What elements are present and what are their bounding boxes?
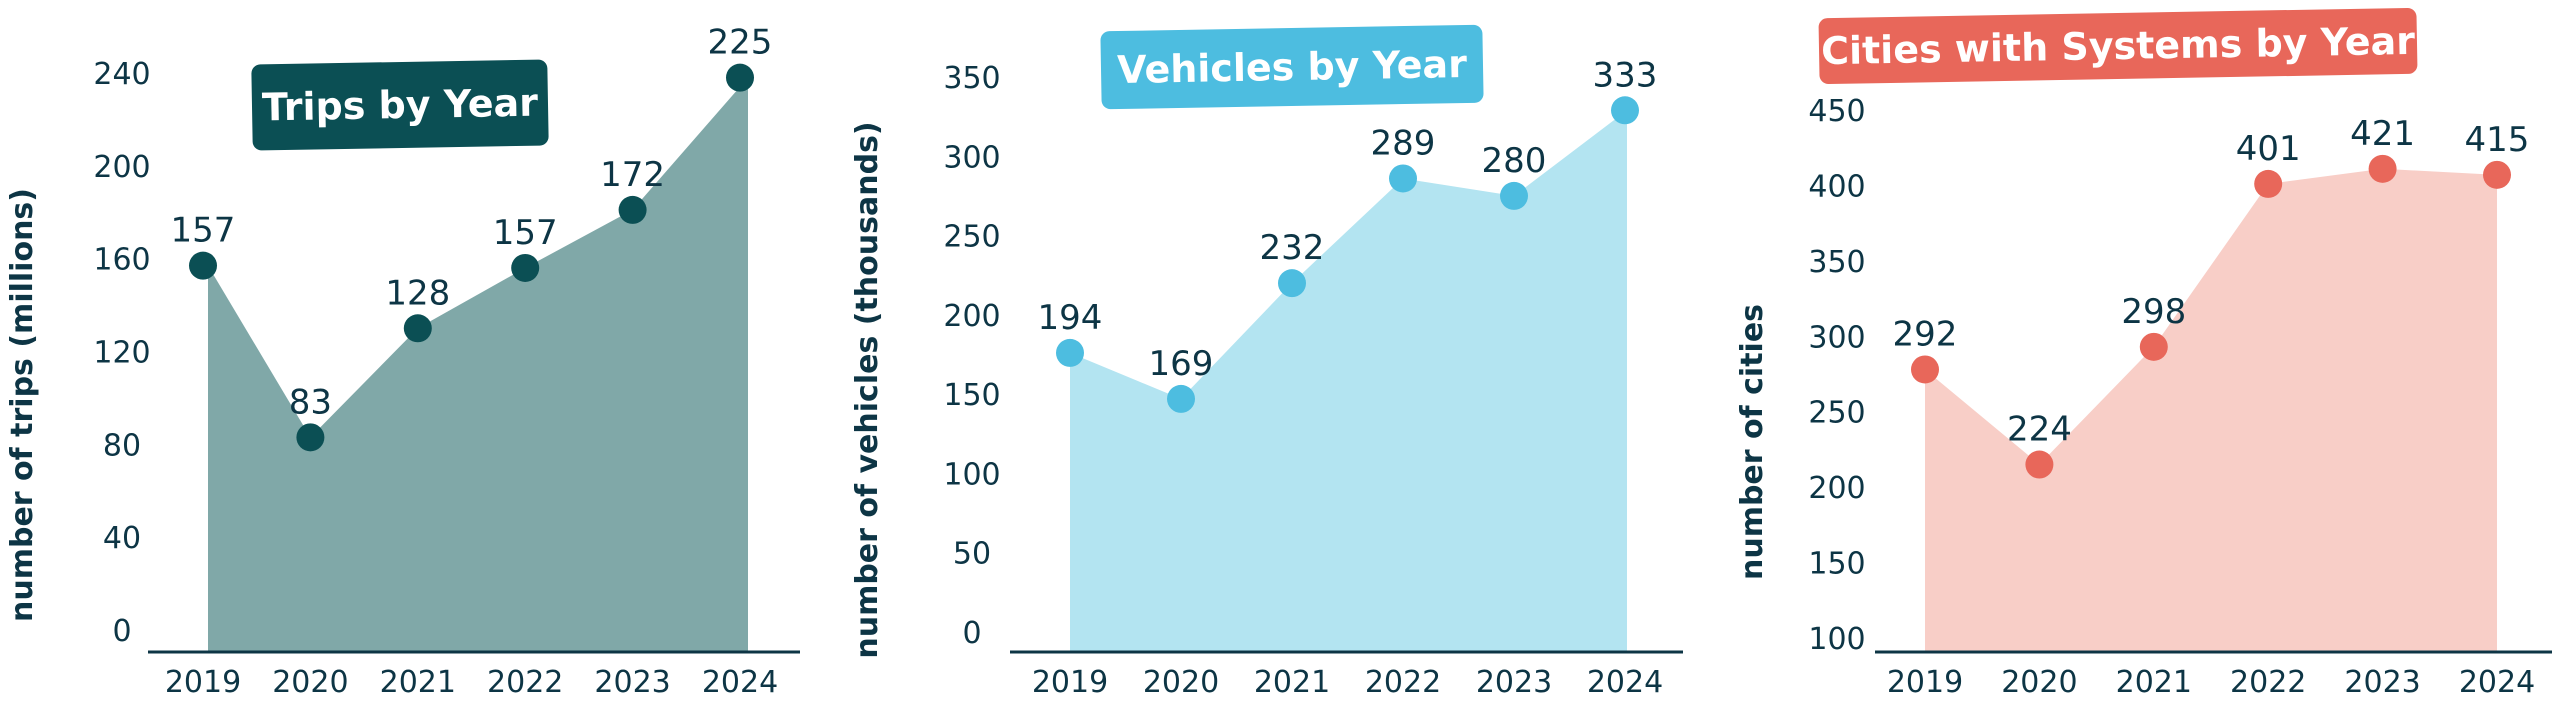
trips-y-tick-label: 120 xyxy=(93,336,150,371)
trips-data-point xyxy=(726,63,754,92)
cities-title-badge: Cities with Systems by Year xyxy=(1818,7,2418,85)
trips-chart-title: Trips by Year xyxy=(262,81,539,130)
cities-title-background xyxy=(1818,7,2418,85)
vehicles-area-chart: 0 50 100 150 200 250 300 350 2019 2020 2021 2022 202… xyxy=(850,24,1683,700)
trips-chart-panel: 0 40 80 120 160 200 240 2019 2020 2021 2022 2023 202… xyxy=(0,0,840,702)
cities-x-tick-label: 2020 xyxy=(2001,665,2077,700)
vehicles-y-tick-label: 350 xyxy=(943,61,1000,96)
vehicles-data-label: 232 xyxy=(1260,228,1325,268)
trips-y-axis-label: number of trips (millions) xyxy=(5,188,40,622)
cities-data-point xyxy=(2139,332,2168,361)
trips-data-label: 172 xyxy=(600,155,665,195)
vehicles-data-label: 333 xyxy=(1593,55,1658,95)
vehicles-data-point xyxy=(1056,338,1084,367)
trips-x-tick-label: 2023 xyxy=(594,665,670,700)
trips-y-tick-label: 0 xyxy=(112,614,131,649)
cities-y-tick-label: 300 xyxy=(1808,320,1865,355)
cities-data-point xyxy=(2025,450,2054,479)
trips-x-tick-label: 2020 xyxy=(272,665,348,700)
vehicles-y-tick-label: 0 xyxy=(962,616,981,651)
cities-y-axis-label: number of cities xyxy=(1735,304,1770,580)
trips-data-label: 83 xyxy=(289,382,332,422)
cities-y-tick-label: 200 xyxy=(1808,471,1865,506)
vehicles-data-point xyxy=(1611,96,1639,125)
vehicles-title-badge: Vehicles by Year xyxy=(1100,24,1484,110)
vehicles-title-background xyxy=(1100,24,1484,110)
vehicles-y-tick-label: 300 xyxy=(943,140,1000,175)
trips-data-label: 128 xyxy=(385,273,450,313)
trips-y-tick-label: 200 xyxy=(93,150,150,185)
vehicles-y-tick-label: 150 xyxy=(943,378,1000,413)
trips-data-label: 157 xyxy=(493,213,558,253)
cities-data-point xyxy=(2254,169,2283,198)
cities-y-tick-label: 150 xyxy=(1808,547,1865,582)
cities-y-tick-label: 250 xyxy=(1808,396,1865,431)
vehicles-chart-title: Vehicles by Year xyxy=(1117,42,1468,92)
cities-y-tick-label: 100 xyxy=(1808,622,1865,657)
cities-data-label: 298 xyxy=(2121,292,2186,332)
cities-data-label: 292 xyxy=(1893,314,1958,354)
vehicles-y-tick-label: 100 xyxy=(943,457,1000,492)
trips-x-tick-label: 2021 xyxy=(380,665,456,700)
trips-y-tick-label: 240 xyxy=(93,57,150,92)
trips-title-badge: Trips by Year xyxy=(251,59,549,151)
cities-x-tick-label: 2024 xyxy=(2459,665,2535,700)
vehicles-x-tick-label: 2020 xyxy=(1143,665,1219,700)
cities-data-label: 224 xyxy=(2007,410,2072,450)
trips-x-tick-label: 2019 xyxy=(165,665,241,700)
vehicles-data-label: 169 xyxy=(1149,344,1214,384)
cities-x-tick-label: 2022 xyxy=(2230,665,2306,700)
trips-y-tick-label: 80 xyxy=(103,428,141,463)
trips-y-tick-label: 40 xyxy=(103,521,141,556)
cities-y-tick-label: 400 xyxy=(1808,169,1865,204)
trips-y-tick-label: 160 xyxy=(93,243,150,278)
cities-y-tick-label: 350 xyxy=(1808,245,1865,280)
cities-area-chart: 100 150 200 250 300 350 400 450 2019 2020 2021 2022… xyxy=(1735,7,2552,700)
cities-data-point xyxy=(2368,154,2397,183)
trips-data-point xyxy=(618,195,647,224)
vehicles-data-label: 280 xyxy=(1482,141,1547,181)
cities-x-tick-label: 2019 xyxy=(1887,665,1963,700)
vehicles-data-point xyxy=(1500,181,1528,210)
cities-x-tick-label: 2023 xyxy=(2344,665,2420,700)
vehicles-data-label: 289 xyxy=(1371,123,1436,163)
cities-data-label: 421 xyxy=(2350,114,2415,154)
cities-data-label: 401 xyxy=(2236,129,2301,169)
cities-chart-panel: 100 150 200 250 300 350 400 450 2019 2020 2021 2022… xyxy=(1730,0,2560,702)
vehicles-x-tick-label: 2021 xyxy=(1254,665,1330,700)
vehicles-y-tick-label: 200 xyxy=(943,299,1000,334)
cities-area-fill xyxy=(1925,168,2497,653)
vehicles-data-label: 194 xyxy=(1038,298,1103,338)
cities-data-point xyxy=(1911,355,1939,384)
trips-data-label: 157 xyxy=(171,211,236,251)
vehicles-data-point xyxy=(1167,384,1195,413)
vehicles-y-tick-label: 50 xyxy=(953,537,991,572)
trips-area-fill xyxy=(208,77,748,653)
cities-data-label: 415 xyxy=(2465,120,2530,160)
vehicles-data-point xyxy=(1389,164,1417,193)
vehicles-x-tick-label: 2024 xyxy=(1587,665,1663,700)
vehicles-x-tick-label: 2023 xyxy=(1476,665,1552,700)
trips-x-tick-label: 2022 xyxy=(487,665,563,700)
vehicles-data-point xyxy=(1278,269,1306,298)
trips-data-point xyxy=(296,423,325,452)
cities-data-point xyxy=(2483,160,2511,189)
vehicles-y-axis-label: number of vehicles (thousands) xyxy=(850,121,885,658)
cities-chart-title: Cities with Systems by Year xyxy=(1821,19,2416,73)
trips-data-point xyxy=(511,253,540,282)
vehicles-chart-panel: 0 50 100 150 200 250 300 350 2019 2020 2021 2022 202… xyxy=(845,0,1695,702)
trips-data-point xyxy=(403,314,432,343)
vehicles-x-tick-label: 2019 xyxy=(1032,665,1108,700)
cities-x-tick-label: 2021 xyxy=(2116,665,2192,700)
trips-data-label: 225 xyxy=(708,23,773,63)
trips-x-tick-label: 2024 xyxy=(702,665,778,700)
trips-title-background xyxy=(251,59,549,151)
trips-data-point xyxy=(189,251,217,280)
cities-y-tick-label: 450 xyxy=(1808,94,1865,129)
vehicles-y-tick-label: 250 xyxy=(943,220,1000,255)
vehicles-area-fill xyxy=(1070,110,1627,653)
trips-area-chart: 0 40 80 120 160 200 240 2019 2020 2021 2022 2023 202… xyxy=(5,23,800,700)
vehicles-x-tick-label: 2022 xyxy=(1365,665,1441,700)
